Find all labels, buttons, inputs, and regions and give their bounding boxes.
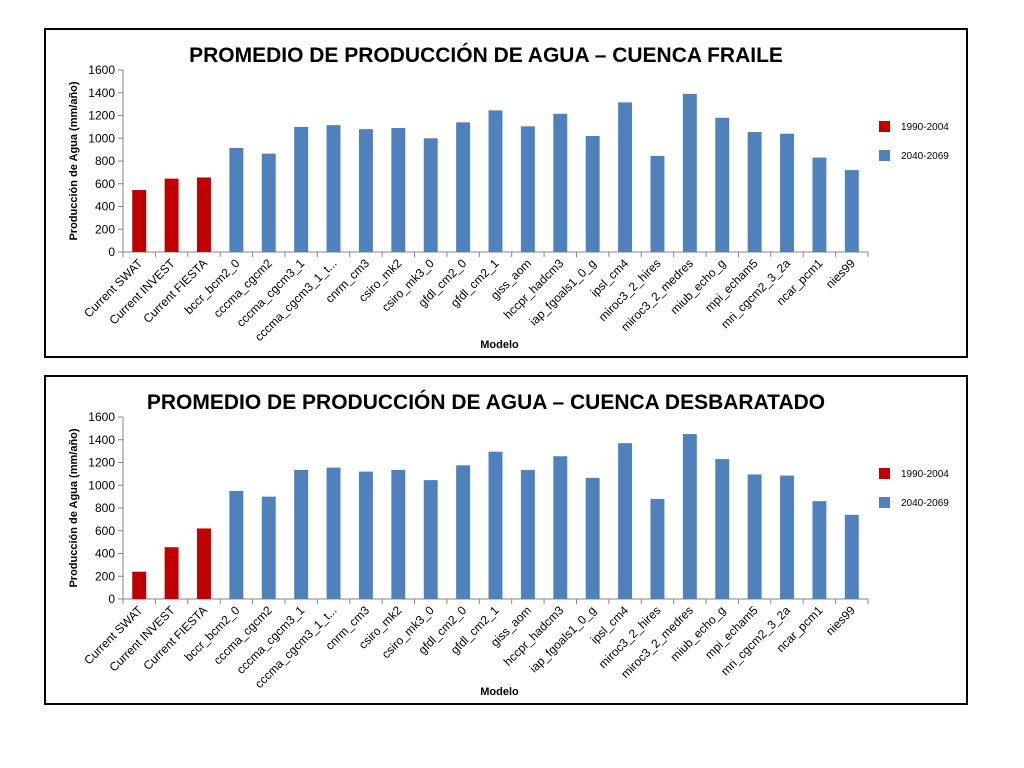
bar [423,480,438,599]
bar [520,126,535,252]
bar [812,501,827,599]
y-tick-label: 400 [95,547,115,561]
y-tick-label: 1600 [88,63,115,77]
bar [844,170,859,252]
legend-swatch [879,468,890,479]
x-tick-label: nies99 [823,603,858,638]
y-tick-label: 1000 [88,478,115,492]
bar [553,456,568,599]
bar [358,129,373,252]
bar [261,496,276,599]
x-axis-label: Modelo [480,339,519,351]
bar [197,177,211,252]
bar [812,157,827,252]
bar [747,474,762,599]
bar [197,528,211,599]
bar [456,122,471,252]
y-tick-label: 400 [95,200,115,214]
bar [132,190,147,252]
bar [326,467,341,599]
bar [585,477,600,599]
bar [618,102,633,252]
bar [488,110,503,252]
legend-label: 2040-2069 [901,151,949,162]
legend-swatch [879,121,890,132]
y-tick-label: 1200 [88,456,115,470]
bar [358,471,373,599]
bar [229,147,244,252]
bar [844,514,859,599]
bar [326,125,341,252]
chart-title: PROMEDIO DE PRODUCCIÓN DE AGUA – CUENCA … [189,43,783,67]
y-tick-label: 0 [108,592,115,606]
bar [456,465,471,599]
y-tick-label: 1200 [88,109,115,123]
bar [261,153,276,252]
y-tick-label: 800 [95,154,115,168]
bar [715,459,730,599]
bar [164,178,179,252]
x-axis-label: Modelo [480,686,519,698]
x-tick-label: nies99 [823,256,858,291]
y-tick-label: 600 [95,524,115,538]
bar [682,93,697,252]
chart-panel-fraile: PROMEDIO DE PRODUCCIÓN DE AGUA – CUENCA … [44,28,968,358]
bar [520,469,535,599]
bar [132,571,147,599]
bar [715,117,730,253]
bar [423,138,438,252]
bar [780,133,794,252]
chart-panel-desbaratado: PROMEDIO DE PRODUCCIÓN DE AGUA – CUENCA … [44,375,968,705]
bar [294,469,309,599]
legend-label: 2040-2069 [901,498,949,509]
chart-title: PROMEDIO DE PRODUCCIÓN DE AGUA – CUENCA … [147,390,825,414]
bar [391,469,406,599]
legend-swatch [879,497,890,508]
legend-label: 1990-2004 [901,469,949,480]
bar [553,113,568,252]
y-tick-label: 800 [95,501,115,515]
bar [391,128,406,252]
bar [164,547,179,599]
y-tick-label: 1400 [88,86,115,100]
bar [294,126,309,252]
y-tick-label: 600 [95,177,115,191]
bar [488,451,503,599]
bar [650,155,665,252]
bar [682,434,697,599]
bar [585,135,600,252]
bar [780,475,794,599]
bar [650,498,665,599]
y-tick-label: 1000 [88,131,115,145]
legend-swatch [879,150,890,161]
legend-label: 1990-2004 [901,122,949,133]
y-tick-label: 200 [95,569,115,583]
y-tick-label: 200 [95,222,115,236]
y-axis-label: Producción de Agua (mm/año) [68,81,80,240]
bar [747,131,762,252]
chart-fraile: PROMEDIO DE PRODUCCIÓN DE AGUA – CUENCA … [68,43,949,351]
y-tick-label: 1400 [88,433,115,447]
y-axis-label: Producción de Agua (mm/año) [68,428,80,587]
chart-desbaratado: PROMEDIO DE PRODUCCIÓN DE AGUA – CUENCA … [68,390,949,698]
bar [229,490,244,599]
y-tick-label: 1600 [88,410,115,424]
y-tick-label: 0 [108,245,115,259]
bar [618,443,633,599]
